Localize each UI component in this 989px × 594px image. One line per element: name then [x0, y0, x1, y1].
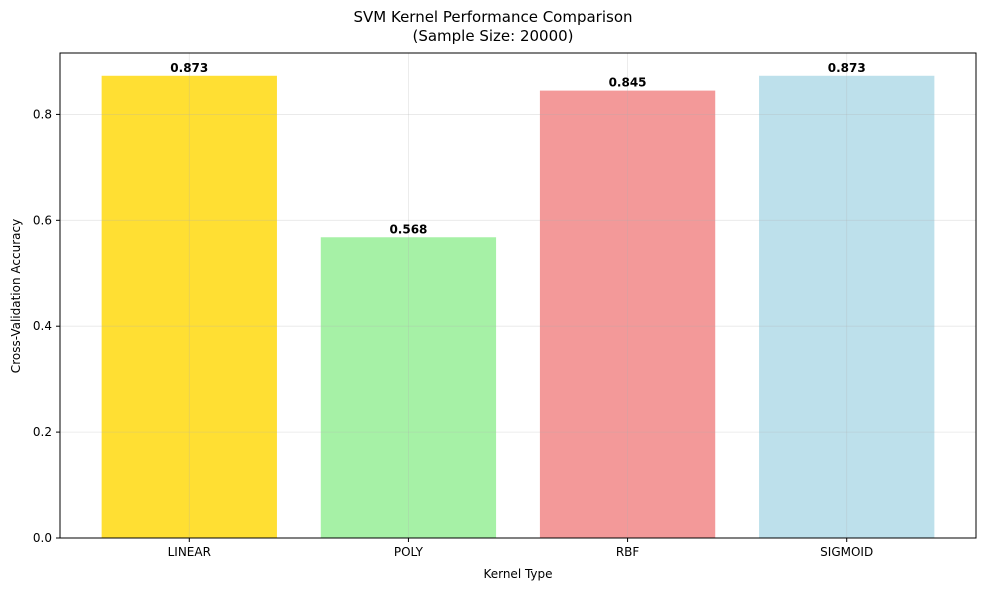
bars-layer: [101, 75, 935, 539]
chart-title: SVM Kernel Performance Comparison: [353, 8, 632, 26]
y-tick-label: 0.4: [33, 319, 52, 333]
chart-subtitle: (Sample Size: 20000): [412, 27, 573, 45]
y-tick-label: 0.8: [33, 107, 52, 121]
y-tick-label: 0.0: [33, 531, 52, 545]
value-label-linear: 0.873: [170, 61, 208, 75]
value-label-rbf: 0.845: [609, 76, 647, 90]
x-tick-label-sigmoid: SIGMOID: [820, 545, 873, 559]
bar-linear: [101, 75, 277, 539]
value-label-layer: 0.873 0.568 0.845 0.873: [170, 61, 865, 236]
y-tick-label: 0.2: [33, 425, 52, 439]
plot-frame: [59, 52, 977, 539]
value-label-sigmoid: 0.873: [828, 61, 866, 75]
x-axis-ticks: LINEAR POLY RBF SIGMOID: [168, 538, 873, 559]
y-axis-ticks: 0.0 0.2 0.4 0.6 0.8: [33, 107, 60, 545]
y-axis-label: Cross-Validation Accuracy: [9, 219, 23, 373]
x-axis-label: Kernel Type: [483, 567, 552, 581]
x-tick-label-linear: LINEAR: [168, 545, 211, 559]
x-tick-label-rbf: RBF: [616, 545, 640, 559]
bar-rbf: [539, 90, 716, 538]
bar-poly: [320, 237, 497, 539]
x-tick-label-poly: POLY: [394, 545, 424, 559]
value-label-poly: 0.568: [389, 222, 427, 236]
y-tick-label: 0.6: [33, 213, 52, 227]
bar-sigmoid: [759, 75, 935, 539]
